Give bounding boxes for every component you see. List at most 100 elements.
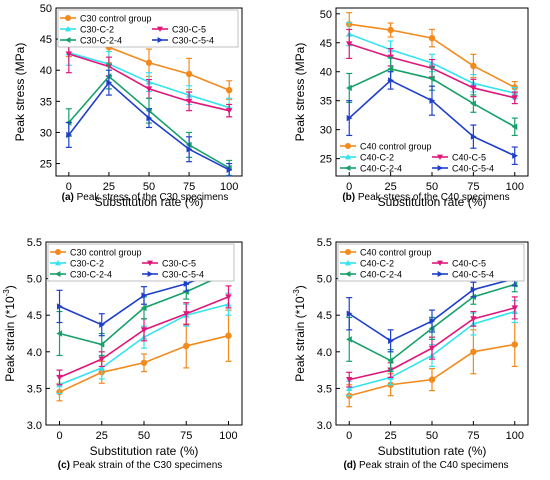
- data-point: [346, 41, 353, 48]
- data-point: [140, 327, 148, 334]
- y-tick-label: 5.5: [317, 237, 332, 249]
- data-point: [387, 357, 394, 364]
- legend-marker: [437, 271, 443, 277]
- legend-label: C40-C-5: [452, 259, 486, 269]
- data-point: [56, 303, 63, 310]
- legend-marker: [157, 26, 163, 32]
- y-tick-label: 35: [40, 96, 52, 108]
- legend-label: C30-C-5-4: [162, 270, 204, 280]
- y-tick-label: 4.0: [317, 347, 332, 359]
- legend-marker: [157, 37, 163, 43]
- x-tick-label: 50: [426, 430, 438, 442]
- series-c40-c-2-4: [346, 56, 518, 137]
- legend-label: C40-C-5: [452, 153, 486, 163]
- data-point: [388, 77, 394, 84]
- data-point: [185, 98, 193, 105]
- legend-label: C30-C-2: [70, 259, 104, 269]
- data-point: [346, 377, 353, 383]
- legend-label: C40-C-2: [360, 259, 394, 269]
- legend-marker: [345, 260, 351, 266]
- legend-box: [47, 243, 235, 282]
- data-point: [183, 280, 190, 287]
- legend-marker: [345, 249, 351, 255]
- data-point: [511, 123, 518, 130]
- data-point: [511, 341, 518, 348]
- data-point: [183, 311, 190, 317]
- data-point: [225, 86, 233, 94]
- x-tick-label: 100: [219, 430, 237, 442]
- data-point: [140, 359, 148, 366]
- data-point: [346, 114, 353, 122]
- data-point: [511, 95, 518, 101]
- data-point: [346, 385, 353, 391]
- legend-marker: [65, 15, 71, 21]
- data-point: [225, 108, 233, 114]
- x-tick-label: 0: [346, 430, 352, 442]
- chart-panel-c: 0 25 50 75 100 3.0 3.5 4.0 4.5 5.0 5.5 Substitution…: [2, 237, 243, 471]
- legend-marker: [437, 165, 443, 171]
- data-point: [146, 114, 153, 122]
- legend-marker: [345, 154, 351, 160]
- legend-label: C40-C-5-4: [452, 164, 494, 174]
- legend-label: C40-C-5-4: [452, 270, 494, 280]
- y-axis-label: Peak strain (*10-3): [2, 285, 17, 382]
- data-point: [512, 152, 518, 159]
- data-point: [470, 286, 477, 293]
- data-point: [470, 133, 477, 140]
- data-point: [185, 70, 193, 78]
- data-point: [470, 62, 477, 70]
- legend-label: C30 control group: [80, 14, 152, 24]
- legend-label: C30-C-5-4: [172, 36, 214, 46]
- data-point: [470, 85, 477, 92]
- y-tick-label: 45: [320, 38, 332, 50]
- legend-label: C30-C-2: [80, 25, 114, 35]
- series-c30-c-5: [56, 285, 232, 386]
- y-tick-label: 25: [320, 154, 332, 166]
- x-axis-label: Substitution rate (%): [95, 195, 204, 209]
- series-c30-control-group: [56, 309, 232, 402]
- x-tick-label: 50: [426, 181, 438, 193]
- data-point: [429, 317, 436, 325]
- legend-label: C30-C-5: [172, 25, 206, 35]
- legend-label: C40 control group: [360, 248, 432, 258]
- data-point: [183, 288, 189, 295]
- x-tick-label: 75: [467, 181, 479, 193]
- x-tick-label: 0: [346, 181, 352, 193]
- x-tick-label: 50: [143, 181, 155, 193]
- data-point: [65, 51, 73, 58]
- legend-label: C40 control group: [360, 142, 432, 152]
- data-point: [346, 336, 352, 343]
- data-point: [145, 86, 153, 93]
- chart-panel-d: 0 25 50 75 100 3.0 3.5 4.0 4.5 5.0 5.5 Substitution…: [292, 237, 529, 471]
- data-point: [226, 166, 233, 173]
- data-point: [428, 376, 436, 383]
- y-tick-label: 50: [320, 9, 332, 21]
- x-tick-label: 50: [138, 430, 150, 442]
- y-tick-label: 45: [40, 34, 52, 46]
- x-tick-label: 75: [467, 430, 479, 442]
- y-tick-label: 40: [320, 67, 332, 79]
- data-point: [183, 342, 190, 350]
- legend-marker: [55, 249, 61, 255]
- x-tick-label: 25: [103, 181, 115, 193]
- data-point: [141, 292, 148, 299]
- data-point: [140, 304, 147, 312]
- data-point: [98, 341, 105, 348]
- x-tick-label: 0: [56, 430, 62, 442]
- data-point: [470, 316, 477, 323]
- legend-box: [337, 243, 525, 282]
- data-point: [346, 84, 352, 92]
- data-point: [98, 364, 105, 371]
- x-axis-label: Substitution rate (%): [90, 444, 199, 458]
- x-tick-label: 75: [183, 181, 195, 193]
- legend-label: C40-C-2: [360, 153, 394, 163]
- legend-label: C40-C-2-4: [360, 164, 402, 174]
- y-tick-label: 25: [40, 159, 52, 171]
- x-tick-label: 100: [506, 430, 524, 442]
- data-point: [66, 131, 73, 139]
- legend-marker: [65, 26, 71, 32]
- x-tick-label: 25: [384, 430, 396, 442]
- y-tick-label: 3.5: [317, 383, 332, 395]
